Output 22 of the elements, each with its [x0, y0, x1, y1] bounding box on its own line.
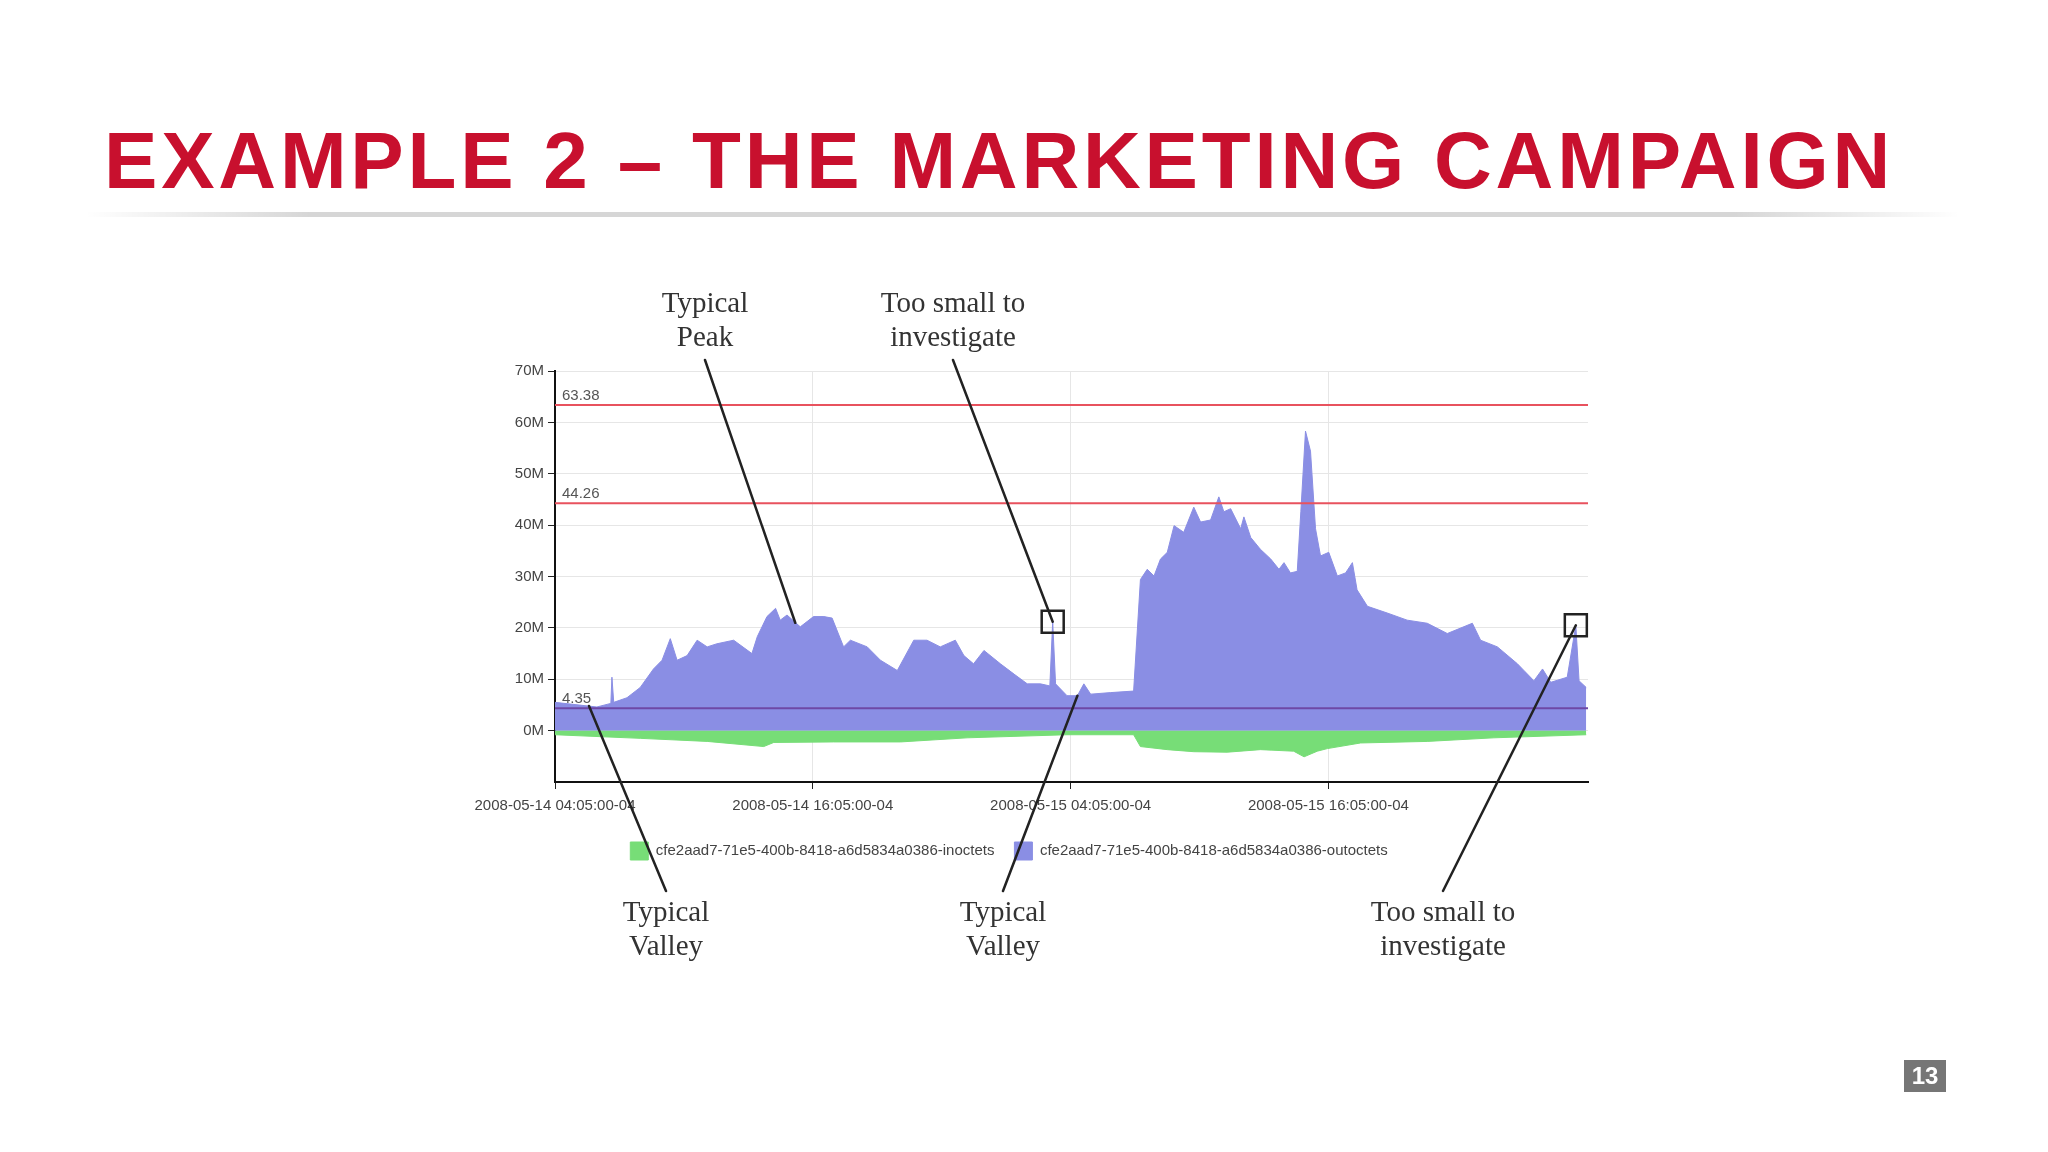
chart-title: EXAMPLE 2 – THE MARKETING CAMPAIGN — [104, 116, 1895, 205]
ref-line-label: 44.26 — [562, 483, 600, 501]
y-tick-label: 0M — [523, 720, 544, 738]
legend-label: cfe2aad7-71e5-400b-8418-a6d5834a0386-inoctets — [655, 841, 995, 859]
y-tick-label: 50M — [514, 463, 544, 481]
text: 13 — [1904, 1060, 1946, 1092]
annotation: Too small to investigate — [880, 285, 1026, 352]
y-tick-label: 70M — [514, 361, 544, 379]
annotation: Typical Valley — [959, 894, 1047, 961]
legend-label: cfe2aad7-71e5-400b-8418-a6d5834a0386-outoctets — [1039, 841, 1388, 859]
x-tick-label: 2008-05-14 16:05:00-04 — [732, 796, 894, 814]
ref-line-label: 63.38 — [562, 385, 600, 403]
annotation: Typical Peak — [661, 285, 749, 352]
y-tick-label: 10M — [514, 669, 544, 687]
y-tick-label: 20M — [514, 618, 544, 636]
y-tick-label: 40M — [514, 515, 544, 533]
annotation: Typical Valley — [622, 894, 710, 961]
ref-line-label: 4.35 — [562, 688, 592, 706]
x-tick-label: 2008-05-15 16:05:00-04 — [1247, 796, 1409, 814]
y-tick-label: 60M — [514, 412, 544, 430]
y-tick-label: 30M — [514, 566, 544, 584]
annotation: Too small to investigate — [1370, 894, 1516, 961]
